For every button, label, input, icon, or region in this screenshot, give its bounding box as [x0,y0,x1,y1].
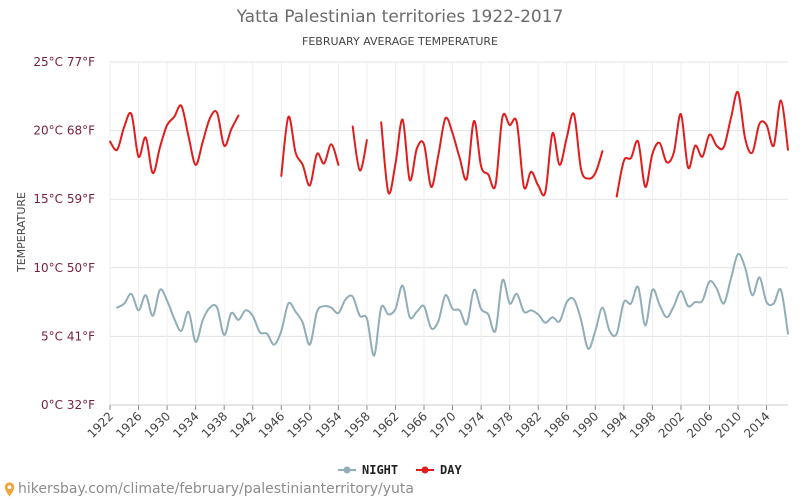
series-day [109,90,789,198]
grid-lines [109,61,788,406]
x-tick-label: 1970 [427,409,458,440]
y-axis-ticks: 0°C 32°F 5°C 41°F 10°C 50°F 15°C 59°F 20°C 6… [33,55,95,412]
legend-item-day[interactable]: DAY [416,463,462,477]
y-tick-label: 10°C 50°F [33,261,95,275]
x-tick-label: 1962 [370,409,401,440]
x-tick-label: 1994 [598,409,629,440]
x-tick-label: 1938 [199,409,230,440]
x-tick-label: 2002 [656,409,687,440]
series-line-day [615,90,789,198]
x-tick-label: 2006 [684,409,715,440]
source-link[interactable]: hikersbay.com/climate/february/palestini… [18,481,414,497]
x-tick-label: 1998 [627,409,658,440]
legend[interactable]: NIGHT DAY [338,463,462,477]
x-tick-label: 1990 [570,409,601,440]
x-tick-label: 2010 [713,409,744,440]
series-line-day [109,104,240,175]
x-tick-label: 1974 [456,409,487,440]
y-tick-label: 0°C 32°F [41,398,95,412]
series-line-day [380,112,604,197]
y-tick-label: 25°C 77°F [33,55,95,69]
x-tick-label: 1930 [142,409,173,440]
y-tick-label: 20°C 68°F [33,124,95,138]
series-line-day [351,125,368,172]
legend-label: DAY [440,463,462,477]
x-tick-label: 1958 [342,409,373,440]
x-tick-label: 2014 [741,409,772,440]
x-tick-label: 1926 [113,409,144,440]
x-tick-label: 1966 [399,409,430,440]
x-tick-label: 1946 [256,409,287,440]
x-tick-label: 1978 [484,409,515,440]
y-axis-label: TEMPERATURE [15,192,28,273]
chart-title: Yatta Palestinian territories 1922-2017 [236,7,564,27]
location-pin-icon [4,482,15,497]
x-tick-label: 1986 [541,409,572,440]
y-tick-label: 5°C 41°F [41,329,95,343]
legend-swatch-marker [421,466,429,474]
chart-subtitle: FEBRUARY AVERAGE TEMPERATURE [302,35,498,48]
series-lines [109,90,789,357]
x-tick-label: 1922 [85,409,116,440]
x-axis-ticks: 1922192619301934193819421946195019541958… [85,404,788,441]
y-tick-label: 15°C 59°F [33,192,95,206]
legend-label: NIGHT [362,463,398,477]
legend-item-night[interactable]: NIGHT [338,463,398,477]
series-line-night [116,252,789,357]
x-tick-label: 1942 [227,409,258,440]
legend-swatch-marker [343,466,351,474]
x-tick-label: 1950 [284,409,315,440]
x-tick-label: 1982 [513,409,544,440]
x-tick-label: 1934 [170,409,201,440]
series-line-day [280,115,340,187]
x-tick-label: 1954 [313,409,344,440]
series-night [116,252,789,357]
